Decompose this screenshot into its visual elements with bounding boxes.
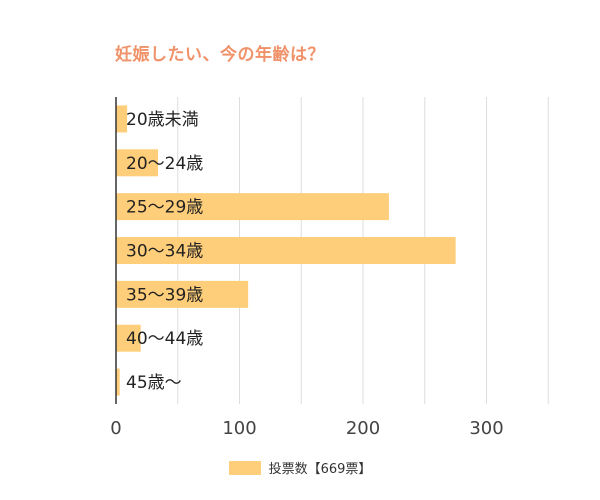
category-label: 35～39歳	[126, 285, 203, 305]
bar	[116, 105, 128, 133]
x-tick-label: 100	[222, 418, 256, 439]
bar	[116, 368, 120, 396]
bar	[116, 280, 249, 308]
bars	[116, 105, 456, 396]
category-label: 20歳未満	[126, 110, 199, 130]
bar	[116, 237, 456, 264]
bar	[116, 193, 389, 221]
legend: 投票数【669票】	[0, 458, 600, 477]
bar	[116, 149, 158, 177]
x-tick-label: 200	[346, 418, 380, 439]
category-labels: 20歳未満 20～24歳 25～29歳 30～34歳 35～39歳 40～44歳 45歳～	[126, 110, 203, 393]
legend-label: 投票数【669票】	[268, 462, 372, 477]
bar	[116, 324, 141, 352]
category-label: 40～44歳	[126, 329, 203, 349]
x-tick-label: 300	[469, 418, 503, 439]
category-label: 30～34歳	[126, 242, 203, 262]
legend-swatch	[228, 460, 261, 475]
category-label: 25～29歳	[126, 198, 203, 218]
x-tick-label: 0	[110, 418, 121, 439]
category-label: 45歳～	[126, 373, 182, 393]
x-axis-ticks: 0 100 200 300	[110, 418, 503, 439]
category-label: 20～24歳	[126, 154, 203, 174]
chart-title: 妊娠したい、今の年齢は？	[115, 45, 325, 65]
